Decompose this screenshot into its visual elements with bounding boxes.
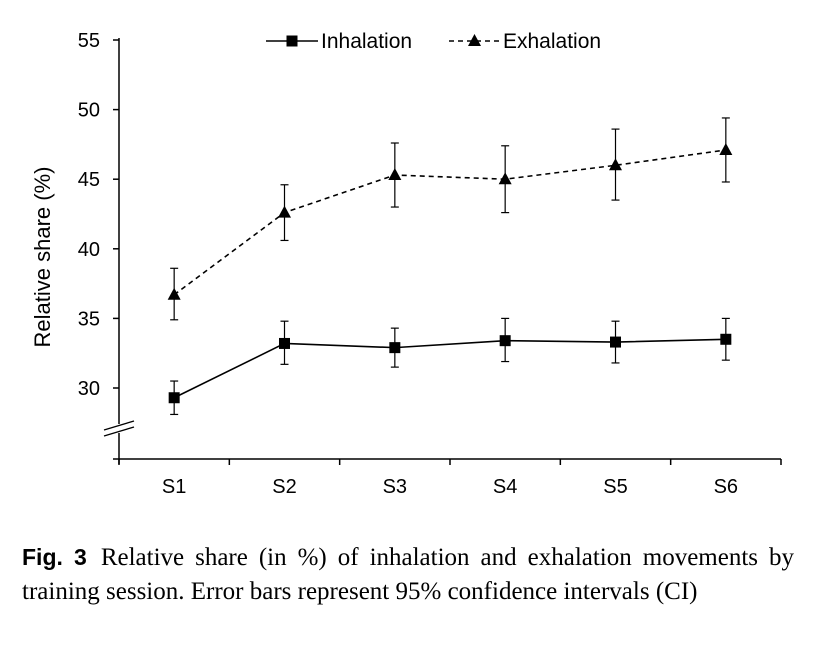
y-axis-ticks: 30 35 40 45 50 55 — [78, 30, 119, 460]
line-chart: 30 35 40 45 50 55 S1 S2 S3 S4 S5 S6 Relative share… — [30, 30, 782, 498]
data-point-marker — [168, 392, 180, 404]
figure-label: Fig. 3 — [22, 544, 87, 570]
data-point-marker — [167, 287, 181, 300]
x-tick-label: S6 — [714, 476, 738, 498]
x-tick-label: S3 — [383, 476, 407, 498]
data-point-marker — [499, 335, 511, 347]
x-tick-label: S5 — [603, 476, 627, 498]
y-tick-label: 40 — [78, 239, 100, 261]
data-point-marker — [610, 336, 621, 348]
series-line-exhalation — [173, 149, 726, 296]
caption-text: Relative share (in %) of inhalation and … — [22, 544, 794, 605]
plot-area — [167, 117, 733, 416]
legend-label: Inhalation — [321, 30, 412, 53]
data-point-marker — [719, 142, 733, 155]
y-tick-label: 30 — [78, 378, 100, 400]
legend-label: Exhalation — [503, 30, 601, 53]
y-tick-label: 55 — [78, 30, 100, 52]
x-axis-ticks: S1 S2 S3 S4 S5 S6 — [118, 459, 782, 498]
x-tick-label: S2 — [272, 476, 296, 498]
data-point-marker — [609, 158, 622, 171]
legend-item-exhalation: Exhalation — [449, 30, 601, 53]
data-point-marker — [388, 168, 402, 181]
y-tick-label: 50 — [78, 100, 100, 122]
y-axis-title: Relative share (%) — [30, 167, 55, 348]
x-tick-label: S4 — [493, 476, 517, 498]
data-point-marker — [720, 333, 732, 345]
y-tick-label: 35 — [78, 308, 100, 330]
axis-break-mark — [103, 420, 135, 431]
legend-item-inhalation: Inhalation — [266, 30, 412, 53]
series-exhalation — [167, 117, 733, 321]
data-point-marker — [468, 34, 481, 46]
data-point-marker — [286, 35, 298, 47]
legend: Inhalation Exhalation — [266, 30, 601, 53]
y-tick-label: 45 — [78, 169, 100, 191]
series-inhalation — [168, 317, 732, 416]
series-line-inhalation — [173, 338, 726, 399]
axes — [103, 38, 781, 464]
figure-caption: Fig. 3 Relative share (in %) of inhalatio… — [22, 540, 794, 609]
data-point-marker — [278, 205, 291, 218]
data-point-marker — [498, 172, 512, 185]
data-point-marker — [279, 337, 290, 349]
axis-break-mark — [103, 426, 135, 437]
data-point-marker — [389, 342, 401, 354]
x-tick-label: S1 — [162, 476, 186, 498]
